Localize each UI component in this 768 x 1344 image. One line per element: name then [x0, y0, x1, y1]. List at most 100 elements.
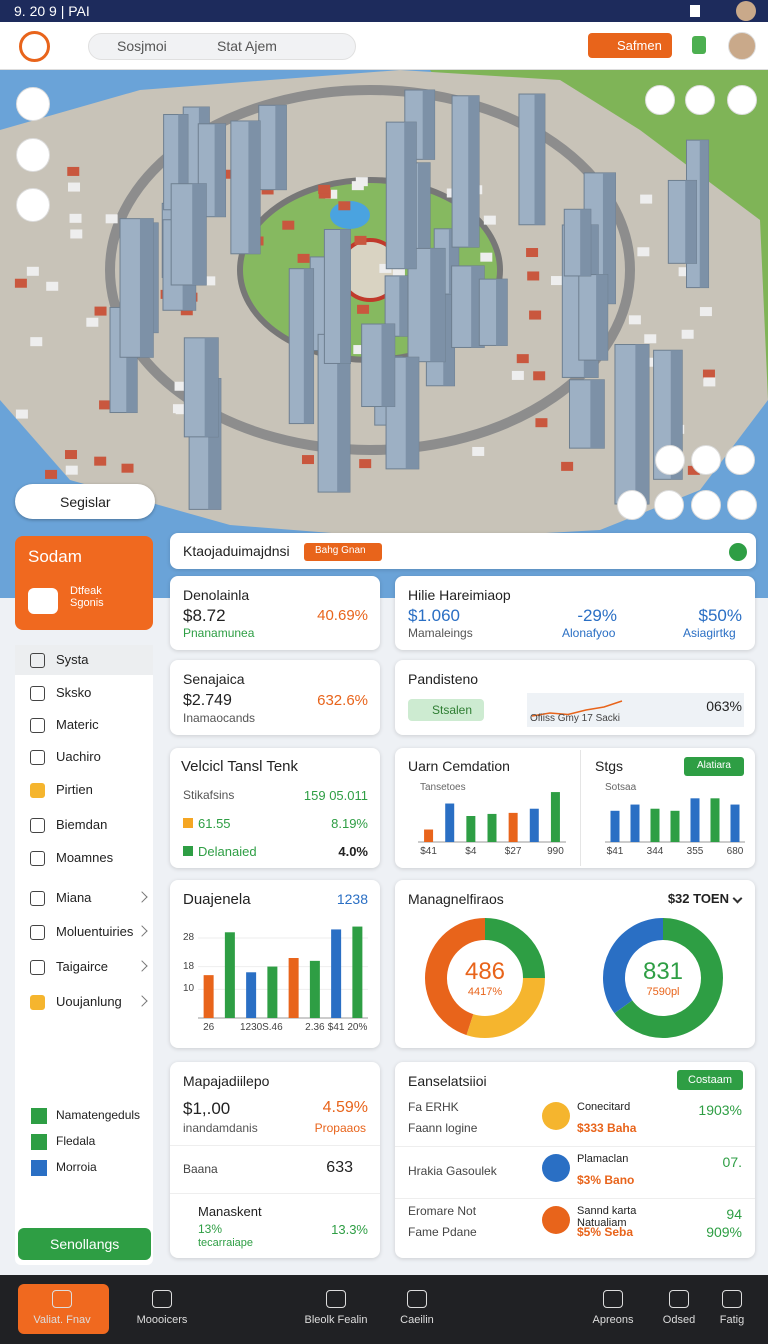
- house: [483, 215, 496, 225]
- nav-label[interactable]: Valiat. Fnav: [33, 1314, 91, 1326]
- bar: [352, 926, 363, 1018]
- chip[interactable]: [408, 699, 484, 721]
- map-tool[interactable]: [617, 490, 647, 520]
- nav-icon[interactable]: [52, 1290, 72, 1308]
- divider: [395, 1198, 755, 1199]
- tower-side: [670, 350, 683, 480]
- search-bar[interactable]: [88, 33, 356, 60]
- map-tool[interactable]: [655, 445, 685, 475]
- value: 1238: [336, 891, 368, 907]
- kpi-value: $8.72: [183, 606, 226, 625]
- map-tool[interactable]: [645, 85, 675, 115]
- menu-item[interactable]: Systa: [56, 652, 89, 667]
- house: [628, 315, 641, 325]
- label: Eromare Not: [408, 1204, 477, 1218]
- bar: [203, 975, 214, 1018]
- bar: [487, 813, 497, 842]
- house: [86, 317, 99, 327]
- menu-item[interactable]: Uachiro: [56, 749, 101, 764]
- nav-label[interactable]: Apreons: [592, 1314, 634, 1326]
- menu-item[interactable]: Moamnes: [56, 850, 114, 865]
- map-tool[interactable]: [727, 490, 757, 520]
- menu-item[interactable]: Moluentuiries: [56, 924, 134, 939]
- menu-item[interactable]: Miana: [56, 890, 92, 905]
- bottom-nav: [0, 1275, 768, 1344]
- map-tool[interactable]: [16, 188, 50, 222]
- x-tick-label: $41: [420, 846, 437, 857]
- label: Delanaied: [198, 844, 257, 859]
- map-tool[interactable]: [16, 87, 50, 121]
- house: [121, 463, 134, 473]
- menu-item[interactable]: Uoujanlung: [56, 994, 122, 1009]
- label: Stikafsins: [183, 788, 235, 802]
- nav-icon[interactable]: [152, 1290, 172, 1308]
- house: [318, 189, 331, 199]
- label: Conecitard: [577, 1101, 631, 1113]
- bar: [288, 958, 299, 1018]
- battery-icon: [690, 5, 700, 17]
- label: Hrakia Gasoulek: [408, 1164, 497, 1178]
- map-tool[interactable]: [727, 85, 757, 115]
- menu-item[interactable]: Materic: [56, 717, 99, 732]
- divider: [170, 1145, 380, 1146]
- avatar[interactable]: [728, 32, 756, 60]
- sidebar-button[interactable]: [18, 1228, 151, 1260]
- menu-item[interactable]: Biemdan: [56, 817, 108, 832]
- nav-icon[interactable]: [669, 1290, 689, 1308]
- house: [94, 306, 107, 316]
- map-tool[interactable]: [725, 445, 755, 475]
- x-tick-label: $41: [328, 1022, 345, 1033]
- menu-item[interactable]: Sksko: [56, 685, 92, 700]
- map-tool[interactable]: [691, 445, 721, 475]
- card: [170, 880, 380, 1048]
- map-tool[interactable]: [654, 490, 684, 520]
- button[interactable]: [684, 757, 744, 776]
- tower-side: [699, 140, 709, 288]
- location-pill[interactable]: [15, 484, 155, 519]
- nav-label[interactable]: Caeilin: [400, 1314, 434, 1326]
- search-hint: Stat Ajem: [217, 38, 277, 54]
- feature-card[interactable]: [15, 536, 153, 630]
- map-tool[interactable]: [691, 490, 721, 520]
- menu-item[interactable]: Taigairce: [56, 959, 109, 974]
- map-tool[interactable]: [16, 138, 50, 172]
- nav-icon[interactable]: [407, 1290, 427, 1308]
- row-icon: [183, 846, 193, 856]
- x-tick-label: 355: [687, 846, 704, 857]
- house: [637, 247, 650, 257]
- bar: [508, 812, 518, 842]
- nav-icon[interactable]: [326, 1290, 346, 1308]
- house: [681, 329, 694, 339]
- menu-item[interactable]: Pirtien: [56, 782, 93, 797]
- nav-label[interactable]: Bleolk Fealin: [304, 1314, 368, 1326]
- nav-label[interactable]: Moooicers: [136, 1314, 188, 1326]
- notification-icon[interactable]: [692, 36, 706, 54]
- house: [353, 345, 366, 355]
- button[interactable]: [677, 1070, 743, 1090]
- primary-button[interactable]: [588, 33, 672, 58]
- nav-label[interactable]: Fatig: [719, 1314, 745, 1326]
- kpi-change: 40.69%: [317, 607, 368, 624]
- house: [359, 459, 372, 469]
- kpi-share: $50%: [698, 606, 742, 625]
- search-input: Sosjmoi: [117, 38, 167, 54]
- nav-label[interactable]: Odsed: [662, 1314, 696, 1326]
- divider: [580, 750, 581, 866]
- house: [30, 337, 43, 347]
- y-tick-label: 28: [183, 932, 195, 943]
- logo[interactable]: [19, 31, 50, 62]
- house: [65, 465, 78, 475]
- house: [379, 263, 392, 273]
- map-tool[interactable]: [685, 85, 715, 115]
- nav-active[interactable]: [18, 1284, 109, 1334]
- house: [105, 214, 118, 224]
- label: Mamaleings: [408, 626, 473, 640]
- x-tick-label: 344: [647, 846, 664, 857]
- house: [561, 461, 574, 471]
- donut-sub: 7590pl: [646, 986, 680, 998]
- tower-side: [685, 180, 697, 264]
- bar-chart: $41 $4 $27 990: [418, 792, 566, 857]
- donut-segment: [466, 977, 545, 1038]
- nav-icon[interactable]: [722, 1290, 742, 1308]
- nav-icon[interactable]: [603, 1290, 623, 1308]
